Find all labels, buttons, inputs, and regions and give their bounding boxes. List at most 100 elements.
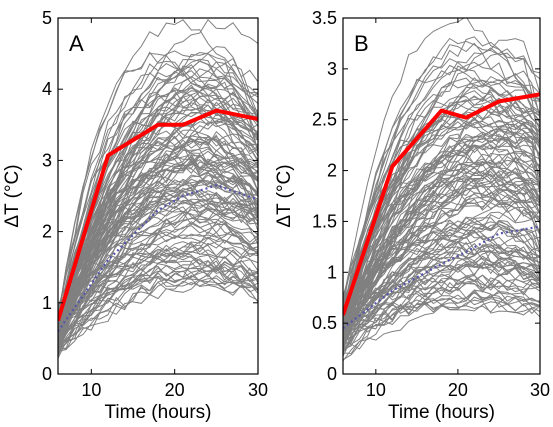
background-curve [343, 131, 540, 303]
panel-letter: B [354, 31, 369, 56]
background-curve [343, 100, 540, 330]
background-curve [343, 77, 540, 305]
y-tick-label: 3 [42, 150, 52, 170]
mean-curve [343, 225, 540, 330]
background-curve [58, 109, 258, 328]
curves [58, 18, 258, 359]
background-curve [343, 113, 540, 300]
y-tick-label: 0 [327, 364, 337, 384]
background-curve [343, 165, 540, 351]
axes-frame [342, 17, 541, 375]
highlight-curve [343, 92, 540, 316]
background-curve [58, 46, 258, 312]
background-curve [58, 252, 258, 357]
y-tick-label: 0 [42, 364, 52, 384]
background-curve [343, 89, 540, 343]
background-curve [58, 90, 258, 322]
background-curve [343, 257, 540, 328]
curves [343, 18, 540, 362]
background-curve [58, 192, 258, 315]
background-curve [343, 241, 540, 343]
background-curve [343, 121, 540, 308]
x-tick-label: 10 [366, 380, 386, 400]
background-curve [343, 167, 540, 343]
background-curve [58, 135, 258, 338]
background-curve [343, 221, 540, 333]
background-curve [58, 248, 258, 346]
panel-letter: A [69, 31, 84, 56]
y-axis-label: ΔT (°C) [2, 164, 23, 227]
background-curve [58, 135, 258, 345]
y-tick-label: 2.5 [312, 110, 337, 130]
y-tick-label: 0.5 [312, 313, 337, 333]
background-curve [58, 129, 258, 352]
background-curve [58, 64, 258, 320]
background-curve [343, 96, 540, 306]
y-tick-label: 1 [42, 293, 52, 313]
background-curve [58, 174, 258, 325]
background-curve [58, 268, 258, 353]
highlight-curve [58, 108, 258, 322]
y-tick-label: 3 [327, 59, 337, 79]
background-curve [343, 107, 540, 307]
y-tick-label: 5 [42, 8, 52, 28]
background-curve [343, 295, 540, 324]
background-curve [58, 63, 258, 320]
background-curve [343, 190, 540, 312]
background-curve [343, 176, 540, 317]
background-curve [343, 201, 540, 319]
background-curve [343, 145, 540, 349]
background-curve [58, 264, 258, 350]
y-tick-label: 2 [327, 161, 337, 181]
x-tick-label: 10 [81, 380, 101, 400]
background-curve [58, 72, 258, 323]
background-curve [58, 174, 258, 335]
background-curve [343, 36, 540, 320]
background-curve [58, 251, 258, 339]
axes-frame [57, 17, 259, 375]
background-curve [58, 244, 258, 335]
x-tick-label: 20 [448, 380, 468, 400]
background-curve [343, 241, 540, 352]
background-curve [58, 187, 258, 352]
background-curve [58, 63, 258, 324]
background-curve [343, 220, 540, 344]
background-curve [343, 152, 540, 351]
background-curve [58, 274, 258, 352]
background-curve [343, 279, 540, 361]
background-curve [58, 19, 258, 321]
x-tick-label: 30 [248, 380, 268, 400]
background-curve [343, 47, 540, 296]
x-tick-label: 20 [165, 380, 185, 400]
background-curve [343, 184, 540, 334]
y-tick-label: 1 [327, 262, 337, 282]
background-curve [58, 170, 258, 326]
x-axis-label: Time (hours) [105, 402, 212, 423]
background-curve [343, 18, 540, 301]
background-curve [343, 42, 540, 335]
background-curve [343, 182, 540, 347]
background-curve [343, 174, 540, 344]
background-curve [343, 122, 540, 323]
background-curve [343, 275, 540, 354]
y-tick-label: 2 [42, 222, 52, 242]
background-curve [343, 279, 540, 341]
background-curve [343, 95, 540, 321]
y-tick-label: 1.5 [312, 211, 337, 231]
background-curve [343, 246, 540, 324]
background-curve [58, 232, 258, 356]
background-curve [58, 270, 258, 352]
background-curve [58, 207, 258, 330]
x-tick-label: 30 [530, 380, 550, 400]
background-curve [58, 147, 258, 329]
background-curve [58, 116, 258, 339]
background-curve [58, 134, 258, 321]
x-axis-label: Time (hours) [388, 402, 495, 423]
panel-b: 0 0.5 1 1.5 2 2.5 3 3.5 10 20 30 Time (hours) ΔT (°C… [274, 8, 550, 423]
background-curve [343, 291, 540, 351]
panel-a: 0 1 2 3 4 5 10 20 30 Time (hours) ΔT (°C) A [2, 8, 268, 423]
background-curve [343, 64, 540, 326]
background-curve [343, 269, 540, 317]
y-tick-label: 3.5 [312, 8, 337, 28]
